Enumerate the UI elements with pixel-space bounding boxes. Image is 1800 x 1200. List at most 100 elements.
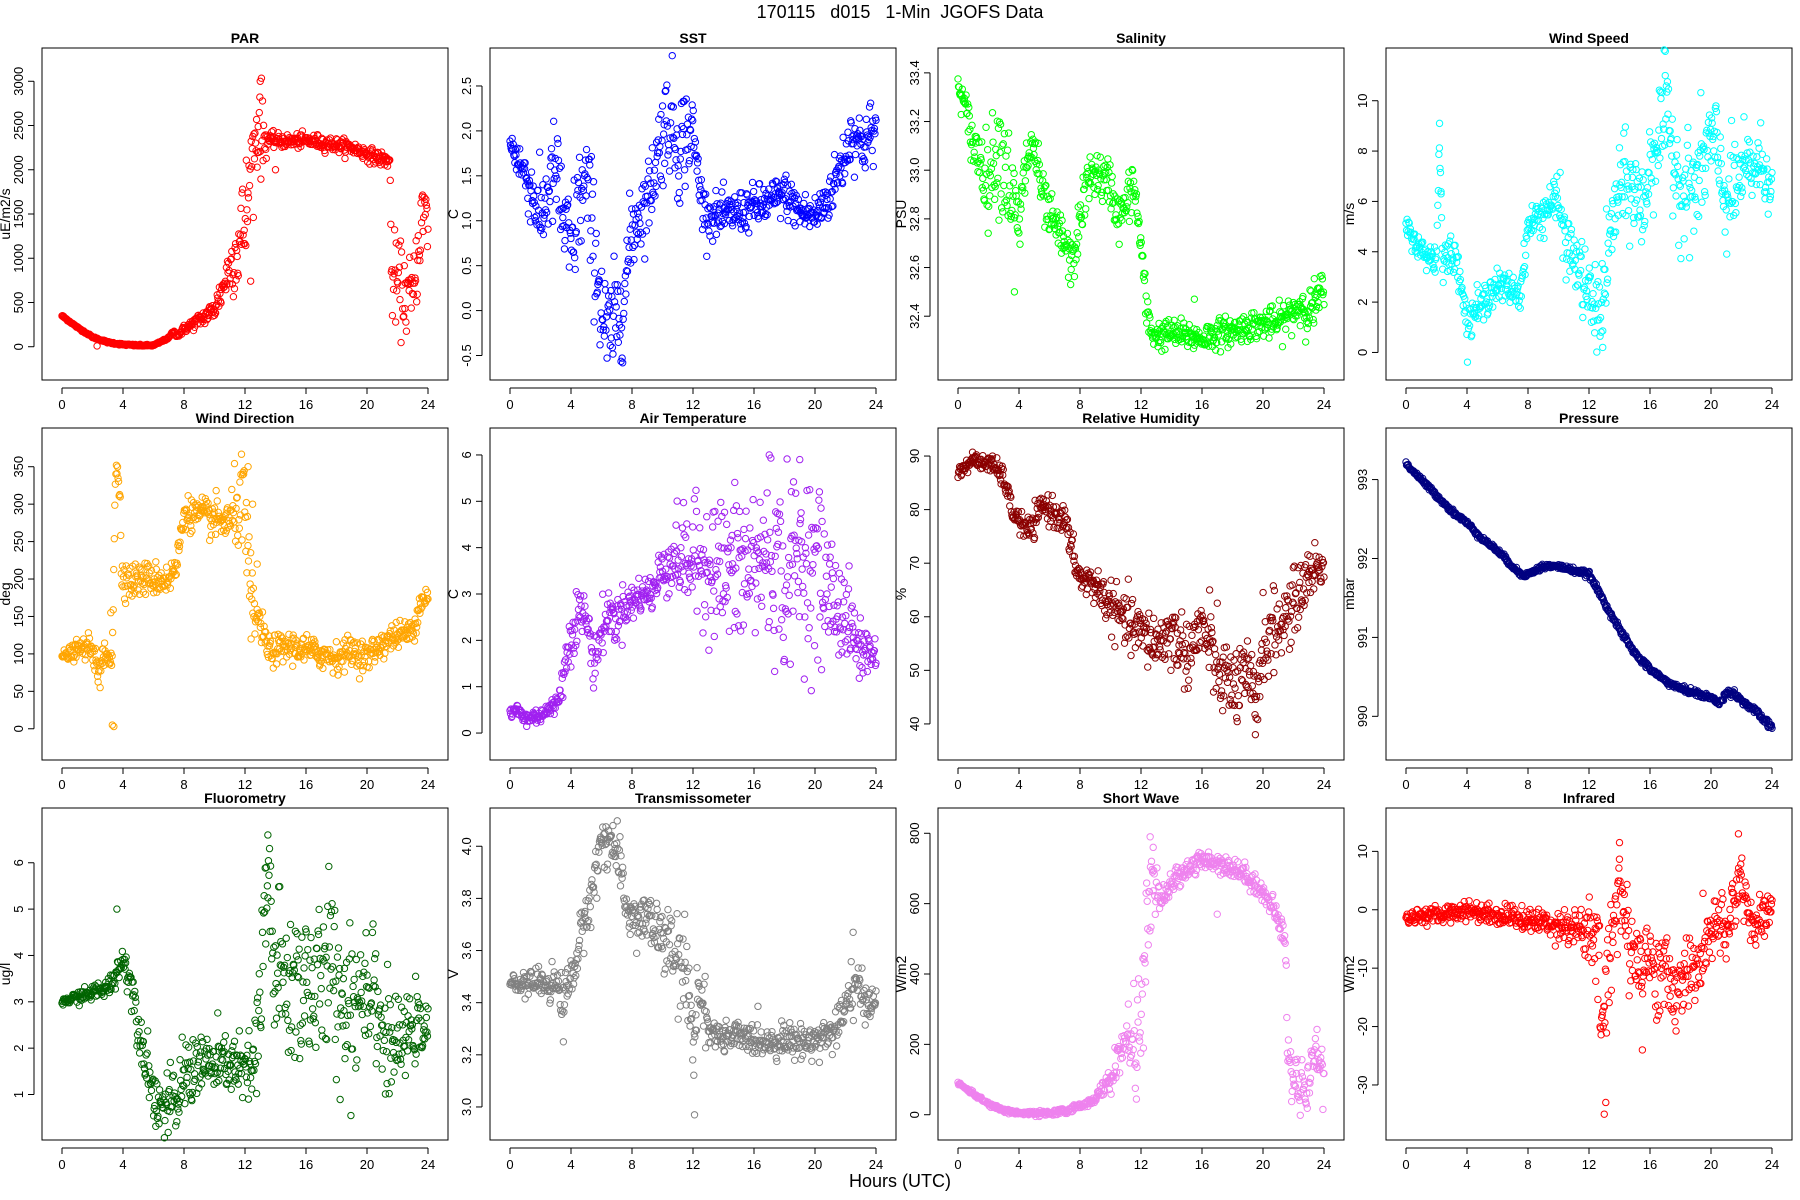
data-point: [534, 186, 542, 194]
data-point: [870, 124, 879, 133]
data-point: [394, 268, 403, 277]
data-point: [420, 193, 428, 201]
data-point: [679, 498, 688, 507]
data-point: [853, 142, 861, 150]
data-point: [414, 232, 422, 240]
data-point: [211, 530, 220, 539]
data-point: [1468, 299, 1477, 307]
data-point: [1149, 614, 1158, 623]
data-point: [238, 185, 247, 193]
data-point: [405, 253, 414, 262]
data-point: [701, 190, 710, 198]
data-point: [1309, 315, 1317, 324]
data-point: [784, 553, 793, 562]
data-point: [1131, 186, 1139, 194]
data-point: [1086, 153, 1094, 161]
data-point: [978, 138, 986, 146]
data-point: [1161, 345, 1169, 354]
data-point: [814, 656, 822, 664]
y-tick-label: 5: [459, 498, 474, 505]
data-point: [1066, 280, 1075, 289]
x-tick-label: 4: [1463, 397, 1470, 412]
data-point: [735, 507, 744, 516]
data-point: [1213, 338, 1221, 347]
data-point: [217, 299, 225, 307]
y-tick-label: -0.5: [459, 344, 474, 366]
data-point: [568, 223, 577, 231]
data-point: [851, 150, 860, 159]
data-point: [242, 498, 251, 507]
data-point: [1593, 348, 1601, 356]
data-point: [559, 693, 567, 702]
data-point: [395, 241, 403, 249]
data-point: [573, 637, 581, 645]
data-point: [662, 117, 671, 125]
data-point: [823, 541, 832, 549]
data-point: [230, 284, 239, 293]
data-point: [846, 155, 854, 164]
data-point: [683, 130, 691, 139]
data-point: [718, 608, 727, 617]
data-point: [391, 318, 400, 326]
data-point: [1669, 212, 1677, 220]
data-point: [1010, 214, 1019, 222]
data-point: [1078, 582, 1087, 590]
data-point: [708, 237, 717, 245]
y-axis-label: %: [893, 588, 909, 600]
data-point: [388, 311, 397, 320]
data-point: [252, 115, 261, 124]
data-point: [1740, 113, 1748, 121]
y-tick-label: 4: [459, 544, 474, 551]
data-point: [212, 486, 220, 495]
data-point: [992, 145, 1000, 153]
data-point: [766, 558, 775, 566]
data-point: [526, 218, 535, 226]
y-tick-label: 200: [11, 568, 26, 590]
x-tick-label: 8: [628, 397, 635, 412]
data-point: [1085, 194, 1093, 203]
data-point: [1504, 277, 1512, 285]
data-point: [1231, 334, 1240, 342]
data-point: [1624, 206, 1633, 215]
data-point: [537, 193, 545, 202]
data-point: [108, 628, 117, 637]
data-point: [1673, 135, 1681, 144]
data-point: [629, 614, 638, 622]
data-point: [692, 486, 700, 495]
data-point: [979, 174, 987, 183]
data-point: [1488, 292, 1496, 301]
data-point: [759, 516, 768, 524]
data-point: [110, 565, 118, 574]
data-point: [986, 171, 995, 180]
y-axis-label: C: [445, 589, 461, 599]
data-point: [1430, 263, 1438, 272]
data-point: [1056, 211, 1065, 219]
data-point: [1016, 240, 1024, 248]
data-point: [756, 498, 764, 507]
data-point: [815, 496, 823, 504]
data-point: [587, 152, 596, 161]
data-point: [1479, 316, 1488, 324]
data-point: [1072, 255, 1080, 264]
data-point: [1107, 179, 1116, 187]
data-point: [1034, 139, 1043, 148]
data-point: [1621, 123, 1630, 131]
y-tick-label: 0: [459, 729, 474, 736]
x-tick-label: 4: [1015, 777, 1022, 792]
data-point: [1094, 166, 1103, 174]
data-point: [1714, 167, 1722, 175]
data-point: [865, 103, 874, 111]
data-point: [1233, 717, 1241, 726]
data-point: [669, 103, 678, 111]
data-point: [1063, 229, 1072, 238]
data-point: [685, 159, 693, 168]
data-point: [1406, 224, 1415, 233]
data-point: [1649, 211, 1658, 219]
data-point: [821, 204, 829, 213]
data-point: [1410, 235, 1418, 243]
data-point: [298, 127, 307, 135]
